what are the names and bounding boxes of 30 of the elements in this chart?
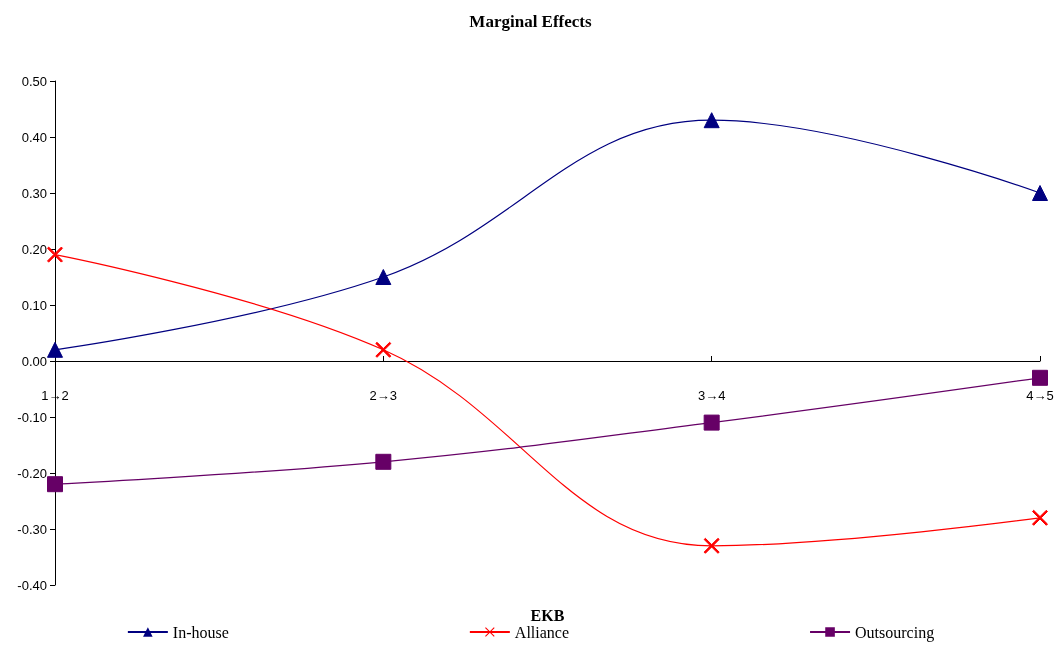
point [1032, 185, 1048, 201]
point [1032, 509, 1048, 526]
x-tick-label: 2→3 [369, 388, 398, 403]
y-tick-label: 0.00 [21, 353, 47, 369]
legend-label: In-house [172, 623, 229, 641]
x-axis-title: EKB [530, 606, 565, 624]
y-tick-label: 0.30 [21, 185, 47, 201]
chart-title: Marginal Effects [469, 12, 593, 31]
point [703, 414, 720, 431]
y-tick-label: 0.10 [21, 297, 47, 313]
point [47, 246, 63, 263]
y-tick-label: 0.40 [21, 129, 47, 145]
y-tick-label: 0.20 [21, 241, 47, 257]
point [375, 269, 392, 285]
x-tick-label: 4→5 [1026, 388, 1054, 403]
point [375, 453, 392, 470]
point [375, 341, 392, 358]
y-tick-label: -0.10 [17, 409, 47, 425]
point [47, 476, 63, 493]
x-tick-label: 3→4 [697, 388, 726, 403]
point [703, 112, 720, 129]
y-tick-label: -0.20 [17, 465, 47, 481]
legend-label: Outsourcing [855, 623, 935, 642]
point [703, 537, 720, 554]
legend-label: Alliance [514, 623, 570, 641]
point [1032, 369, 1048, 386]
y-tick-label: -0.30 [17, 521, 47, 537]
y-tick-label: -0.40 [17, 577, 47, 593]
point [47, 341, 63, 358]
y-tick-label: 0.50 [21, 73, 47, 89]
